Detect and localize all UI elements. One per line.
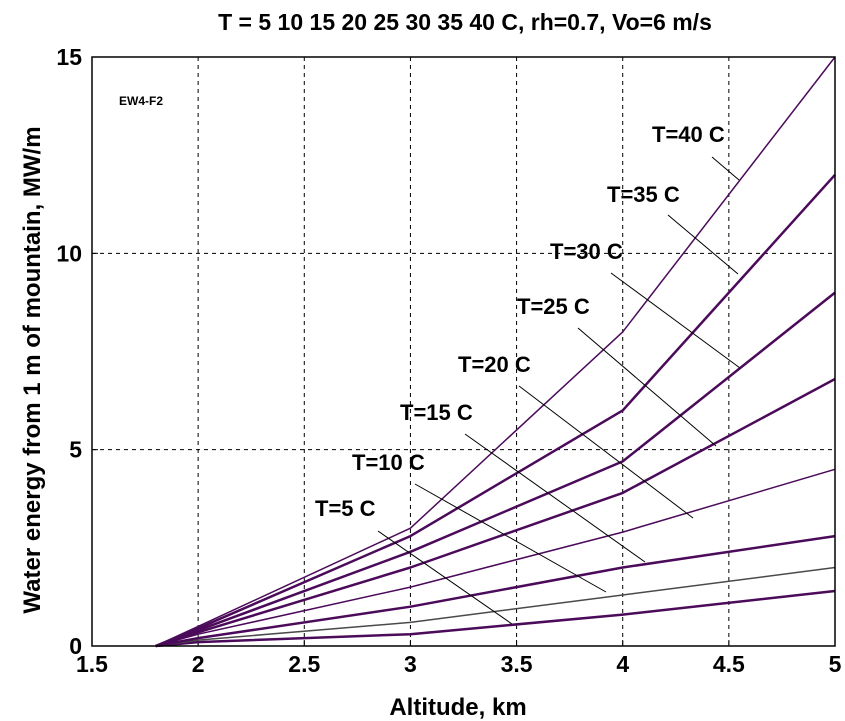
series-label: T=10 C — [352, 450, 425, 475]
series-line-t-30-c — [155, 291, 836, 648]
plot-frame — [91, 56, 836, 647]
grid-lines — [91, 56, 836, 647]
chart-title: T = 5 10 15 20 25 30 35 40 C, rh=0.7, Vo… — [218, 9, 712, 35]
series-label: T=15 C — [400, 400, 473, 425]
series-lines — [155, 56, 836, 648]
x-tick-label: 3 — [404, 651, 417, 677]
series-label: T=35 C — [607, 182, 680, 207]
series-line-t-40-c — [155, 56, 836, 647]
leader-line — [610, 272, 741, 369]
y-tick-label: 5 — [69, 437, 82, 463]
series-label: T=20 C — [458, 352, 531, 377]
y-tick-label: 0 — [69, 633, 82, 659]
leader-line — [711, 156, 740, 181]
x-tick-label: 2 — [192, 651, 205, 677]
series-line-t-35-c — [155, 173, 836, 648]
leader-line — [464, 433, 646, 563]
y-axis-label: Water energy from 1 m of mountain, MW/m — [19, 126, 46, 613]
chart-annotation: EW4-F2 — [119, 94, 163, 108]
series-label: T=25 C — [517, 294, 590, 319]
series-label: T=5 C — [315, 496, 376, 521]
x-tick-label: 5 — [829, 651, 842, 677]
leader-line — [377, 530, 513, 625]
x-tick-label: 1.5 — [76, 651, 108, 677]
y-tick-label: 15 — [56, 44, 82, 70]
series-line-t-25-c — [155, 377, 836, 648]
x-tick-label: 3.5 — [501, 651, 533, 677]
y-tick-label: 10 — [56, 240, 82, 266]
x-tick-label: 4 — [616, 651, 629, 677]
tick-labels: 1.5 2 2.5 3 3.5 4 4.5 5 0 5 10 15 — [56, 44, 841, 677]
series-line-t-10-c — [155, 566, 836, 647]
series-line-t-20-c — [155, 468, 836, 647]
x-tick-label: 2.5 — [288, 651, 320, 677]
x-axis-label: Altitude, km — [389, 694, 526, 721]
label-leader-lines — [377, 156, 741, 625]
series-line-t-5-c — [155, 589, 836, 648]
series-line-t-15-c — [155, 534, 836, 648]
leader-line — [518, 385, 694, 519]
leader-line — [414, 483, 607, 593]
series-label: T=40 C — [652, 122, 725, 147]
series-labels: T=5 C T=10 C T=15 C T=20 C T=25 C T=30 C T=35 … — [315, 122, 725, 521]
x-tick-label: 4.5 — [713, 651, 745, 677]
leader-line — [577, 327, 717, 447]
leader-line — [667, 214, 739, 275]
series-label: T=30 C — [550, 239, 623, 264]
